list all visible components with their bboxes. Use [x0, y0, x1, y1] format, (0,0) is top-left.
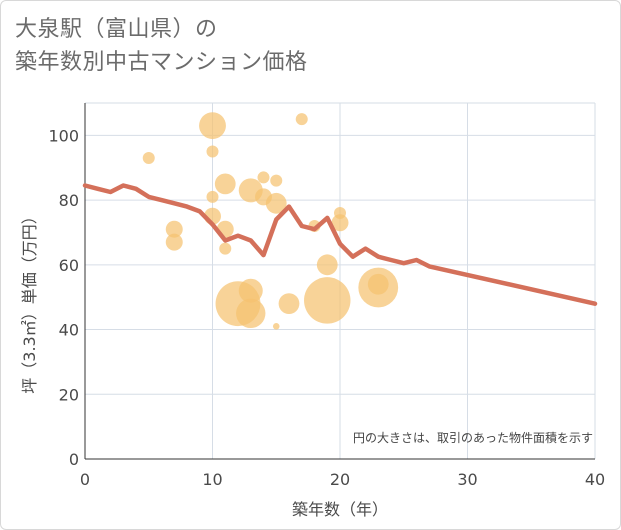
x-tick-label: 10: [202, 470, 222, 489]
chart-title-line1: 大泉駅（富山県）の: [15, 17, 218, 42]
bubble-point: [142, 152, 155, 165]
bubble-point: [165, 233, 183, 251]
chart-title-line2: 築年数別中古マンション価格: [15, 50, 308, 75]
y-tick-label: 20: [59, 385, 79, 404]
bubble-point: [278, 293, 300, 315]
bubble-point: [316, 254, 338, 276]
chart-title: 大泉駅（富山県）の 築年数別中古マンション価格: [15, 13, 308, 79]
y-tick-label: 100: [48, 126, 79, 145]
bubble-point: [206, 145, 219, 158]
y-tick-labels: 0 20 40 60 80 100: [48, 126, 79, 469]
y-tick-label: 80: [59, 191, 79, 210]
size-note: 円の大きさは、取引のあった物件面積を示す: [353, 430, 593, 445]
bubble-point: [272, 323, 280, 330]
x-tick-label: 40: [585, 470, 605, 489]
y-tick-label: 0: [69, 450, 79, 469]
bubble-point: [367, 273, 389, 295]
x-tick-label: 30: [457, 470, 477, 489]
bubble-point: [304, 277, 351, 324]
bubble-point: [238, 278, 263, 303]
average-price-line: [82, 183, 598, 306]
y-tick-label: 60: [59, 256, 79, 275]
bubble-point: [270, 174, 283, 187]
grid-lines: [84, 102, 596, 460]
bubble-point: [295, 113, 308, 126]
x-axis-title: 築年数（年）: [292, 500, 388, 519]
y-axis-title: 坪（3.3㎡）単価（万円）: [20, 208, 39, 393]
x-tick-labels: 0 10 20 30 40: [80, 470, 605, 489]
line-layer: [82, 183, 598, 306]
bubble-point: [219, 242, 232, 255]
x-tick-label: 0: [80, 470, 90, 489]
bubble-point: [165, 220, 183, 238]
bubble-point: [331, 214, 349, 232]
y-tick-label: 40: [59, 321, 79, 340]
bubble-point: [265, 192, 287, 214]
bubble-point: [257, 171, 270, 184]
bubble-point: [206, 190, 219, 203]
bubble-point: [199, 112, 226, 140]
bubble-point: [236, 298, 266, 329]
bubble-point: [214, 173, 236, 195]
x-tick-label: 20: [330, 470, 350, 489]
